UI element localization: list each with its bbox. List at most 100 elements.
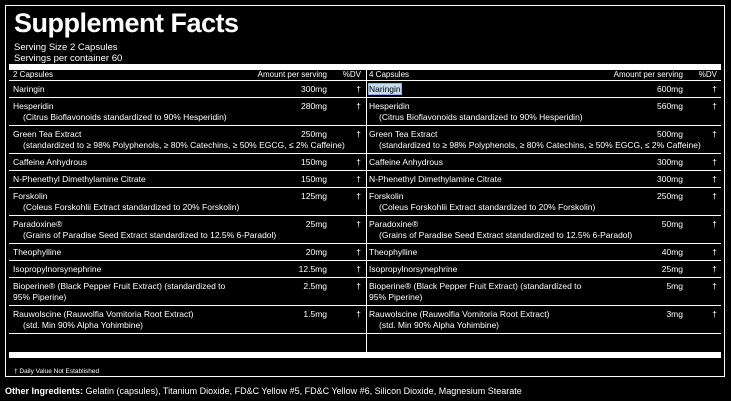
ingredient-row: Isopropylnorsynephrine 12.5mg † [9, 261, 365, 278]
ingredient-dv: † [356, 84, 361, 94]
ingredient-amount: 50mg [661, 219, 683, 229]
ingredient-name[interactable]: Naringin [368, 83, 402, 95]
ingredient-row: Theophylline 40mg † [365, 244, 721, 261]
ingredient-name[interactable]: Theophylline [369, 247, 418, 257]
ingredient-note: (Grains of Paradise Seed Extract standar… [23, 230, 277, 240]
ingredient-dv: † [712, 157, 717, 167]
facts-columns: 2 Capsules Amount per serving %DV Naring… [9, 70, 721, 334]
ingredient-note: (Grains of Paradise Seed Extract standar… [379, 230, 633, 240]
ingredient-amount: 1.5mg [303, 309, 327, 319]
servings-per-container: Servings per container 60 [14, 53, 123, 64]
ingredient-amount: 20mg [305, 247, 327, 257]
ingredient-note: (Citrus Bioflavonoids standardized to 90… [379, 112, 583, 122]
ingredient-dv: † [356, 247, 361, 257]
right-header: 4 Capsules Amount per serving %DV [365, 70, 721, 81]
ingredient-name[interactable]: N-Phenethyl Dimethylamine Citrate [13, 174, 146, 184]
left-header: 2 Capsules Amount per serving %DV [9, 70, 365, 81]
ingredient-amount: 300mg [657, 174, 683, 184]
ingredient-row: Caffeine Anhydrous 150mg † [9, 154, 365, 171]
ingredient-note: (std. Min 90% Alpha Yohimbine) [23, 320, 144, 330]
ingredient-row: N-Phenethyl Dimethylamine Citrate 300mg † [365, 171, 721, 188]
ingredient-name[interactable]: Rauwolscine (Rauwolfia Vomitoria Root Ex… [369, 309, 550, 319]
ingredient-dv: † [356, 309, 361, 319]
ingredient-name[interactable]: Naringin [13, 84, 45, 94]
ingredient-dv: † [712, 191, 717, 201]
top-thick-rule [9, 64, 721, 70]
ingredient-amount: 600mg [657, 84, 683, 94]
ingredient-name[interactable]: Hesperidin [369, 101, 410, 111]
ingredient-row: Naringin 600mg † [365, 81, 721, 98]
ingredient-name[interactable]: Hesperidin [13, 101, 54, 111]
ingredient-amount: 250mg [301, 129, 327, 139]
ingredient-row: Theophylline 20mg † [9, 244, 365, 261]
ingredient-row: Green Tea Extract 250mg † (standardized to … [9, 126, 365, 154]
right-header-amount: Amount per serving [613, 70, 683, 79]
ingredient-note: (standardized to ≥ 98% Polyphenols, ≥ 80… [379, 140, 701, 150]
ingredient-row: N-Phenethyl Dimethylamine Citrate 150mg † [9, 171, 365, 188]
ingredient-row: Paradoxine® 25mg † (Grains of Paradise Seed… [9, 216, 365, 244]
ingredient-row: Naringin 300mg † [9, 81, 365, 98]
ingredient-name[interactable]: Theophylline [13, 247, 62, 257]
ingredient-note: (Citrus Bioflavonoids standardized to 90… [23, 112, 227, 122]
ingredient-dv: † [712, 264, 717, 274]
ingredient-dv: † [356, 174, 361, 184]
bottom-thick-rule [9, 352, 721, 358]
daily-value-footnote: † Daily Value Not Established [14, 368, 100, 375]
other-ingredients: Other Ingredients: Gelatin (capsules), T… [5, 386, 522, 396]
ingredient-dv: † [712, 174, 717, 184]
ingredient-name[interactable]: Green Tea Extract [13, 129, 82, 139]
ingredient-note: (Coleus Forskohlii Extract standardized … [379, 202, 596, 212]
ingredient-amount: 40mg [661, 247, 683, 257]
left-header-capsules: 2 Capsules [13, 70, 54, 79]
ingredient-dv: † [356, 129, 361, 139]
ingredient-row: Bioperine® (Black Pepper Fruit Extract) … [9, 278, 365, 306]
ingredient-dv: † [356, 101, 361, 111]
ingredient-name[interactable]: Rauwolscine (Rauwolfia Vomitoria Root Ex… [13, 309, 194, 319]
ingredient-dv: † [712, 309, 717, 319]
ingredient-name[interactable]: Forskolin [369, 191, 404, 201]
ingredient-dv: † [356, 281, 361, 291]
ingredient-name[interactable]: Caffeine Anhydrous [369, 157, 444, 167]
ingredient-dv: † [712, 247, 717, 257]
ingredient-row: Isopropylnorsynephrine 25mg † [365, 261, 721, 278]
left-rows: Naringin 300mg † Hesperidin 280mg † (Citrus Bi… [9, 81, 365, 334]
ingredient-name[interactable]: Paradoxine® [369, 219, 419, 229]
ingredient-amount: 5mg [666, 281, 683, 291]
ingredient-row: Bioperine® (Black Pepper Fruit Extract) … [365, 278, 721, 306]
ingredient-name[interactable]: Isopropylnorsynephrine [13, 264, 102, 274]
ingredient-name[interactable]: Forskolin [13, 191, 48, 201]
ingredient-name[interactable]: Caffeine Anhydrous [13, 157, 88, 167]
panel-title: Supplement Facts [14, 8, 239, 38]
ingredient-row: Forskolin 250mg † (Coleus Forskohlii Extrac… [365, 188, 721, 216]
ingredient-name[interactable]: Isopropylnorsynephrine [369, 264, 458, 274]
ingredient-dv: † [356, 219, 361, 229]
left-header-amount: Amount per serving [257, 70, 327, 79]
ingredient-row: Forskolin 125mg † (Coleus Forskohlii Extrac… [9, 188, 365, 216]
ingredient-row: Caffeine Anhydrous 300mg † [365, 154, 721, 171]
ingredient-amount: 560mg [657, 101, 683, 111]
ingredient-amount: 280mg [301, 101, 327, 111]
ingredient-amount: 12.5mg [298, 264, 327, 274]
ingredient-dv: † [712, 84, 717, 94]
right-column: 4 Capsules Amount per serving %DV Naring… [365, 70, 721, 334]
ingredient-amount: 300mg [301, 84, 327, 94]
ingredient-amount: 150mg [301, 174, 327, 184]
ingredient-dv: † [712, 129, 717, 139]
ingredient-dv: † [712, 101, 717, 111]
ingredient-name[interactable]: N-Phenethyl Dimethylamine Citrate [369, 174, 502, 184]
ingredient-row: Paradoxine® 50mg † (Grains of Paradise Seed… [365, 216, 721, 244]
ingredient-amount: 300mg [657, 157, 683, 167]
ingredient-row: Rauwolscine (Rauwolfia Vomitoria Root Ex… [365, 306, 721, 334]
ingredient-name[interactable]: Paradoxine® [13, 219, 63, 229]
ingredient-note: (std. Min 90% Alpha Yohimbine) [379, 320, 500, 330]
ingredient-dv: † [356, 264, 361, 274]
ingredient-name[interactable]: Bioperine® (Black Pepper Fruit Extract) … [13, 281, 226, 302]
column-divider [366, 70, 367, 356]
ingredient-amount: 3mg [666, 309, 683, 319]
ingredient-amount: 150mg [301, 157, 327, 167]
other-ingredients-label: Other Ingredients: [5, 386, 84, 396]
ingredient-name[interactable]: Green Tea Extract [369, 129, 438, 139]
ingredient-name[interactable]: Bioperine® (Black Pepper Fruit Extract) … [369, 281, 582, 302]
ingredient-amount: 25mg [305, 219, 327, 229]
other-ingredients-list: Gelatin (capsules), Titanium Dioxide, FD… [85, 386, 522, 396]
